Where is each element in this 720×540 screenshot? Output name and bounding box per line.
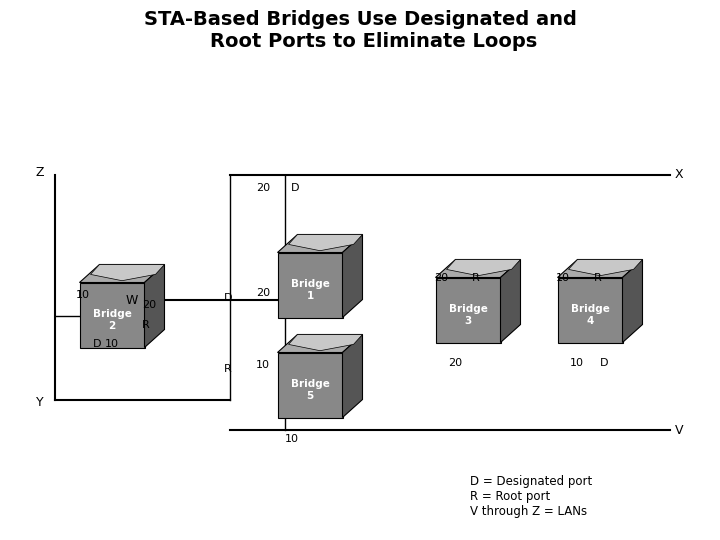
Polygon shape	[436, 260, 521, 278]
Text: D: D	[93, 339, 102, 349]
Text: D: D	[291, 183, 300, 193]
Text: Bridge
3: Bridge 3	[449, 304, 487, 326]
Text: 20: 20	[448, 358, 462, 368]
Text: X: X	[675, 168, 683, 181]
Polygon shape	[500, 260, 521, 342]
Text: Bridge
2: Bridge 2	[93, 309, 132, 331]
Text: R: R	[142, 320, 150, 330]
Polygon shape	[569, 260, 642, 276]
Text: Bridge
4: Bridge 4	[570, 304, 609, 326]
Text: R: R	[224, 364, 232, 374]
Text: Bridge
5: Bridge 5	[291, 379, 330, 401]
Polygon shape	[289, 234, 362, 251]
Text: 20: 20	[434, 273, 448, 283]
Polygon shape	[277, 353, 343, 417]
Polygon shape	[436, 278, 500, 342]
Polygon shape	[557, 278, 623, 342]
Polygon shape	[557, 260, 642, 278]
Text: Y: Y	[37, 396, 44, 409]
Polygon shape	[145, 265, 164, 348]
Text: D: D	[223, 293, 232, 303]
Text: 20: 20	[142, 300, 156, 310]
Text: R: R	[594, 273, 602, 283]
Polygon shape	[91, 265, 164, 281]
Text: 10: 10	[256, 360, 270, 370]
Text: 20: 20	[256, 183, 270, 193]
Text: 10: 10	[556, 273, 570, 283]
Text: D = Designated port
R = Root port
V through Z = LANs: D = Designated port R = Root port V thro…	[470, 475, 593, 518]
Text: 10: 10	[76, 290, 90, 300]
Text: 10: 10	[570, 358, 584, 368]
Polygon shape	[277, 253, 343, 318]
Polygon shape	[343, 234, 362, 318]
Polygon shape	[446, 260, 521, 276]
Text: W: W	[125, 294, 138, 307]
Polygon shape	[623, 260, 642, 342]
Text: 10: 10	[105, 339, 119, 349]
Text: R: R	[472, 273, 480, 283]
Polygon shape	[343, 334, 362, 417]
Polygon shape	[277, 234, 362, 253]
Text: D: D	[600, 358, 608, 368]
Polygon shape	[289, 334, 362, 350]
Text: V: V	[675, 423, 683, 436]
Polygon shape	[79, 265, 164, 282]
Text: STA-Based Bridges Use Designated and
    Root Ports to Eliminate Loops: STA-Based Bridges Use Designated and Roo…	[143, 10, 577, 51]
Text: 10: 10	[285, 434, 299, 444]
Polygon shape	[277, 334, 362, 353]
Text: Z: Z	[35, 165, 44, 179]
Text: Bridge
1: Bridge 1	[291, 279, 330, 301]
Polygon shape	[79, 282, 145, 348]
Text: 20: 20	[256, 288, 270, 298]
